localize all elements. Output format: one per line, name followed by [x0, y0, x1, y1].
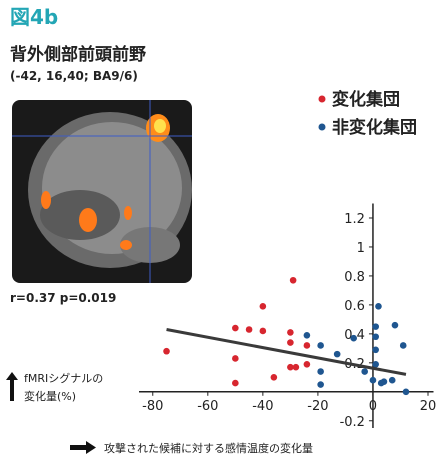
- stats: r=0.37 p=0.019: [10, 291, 116, 305]
- x-tick-label: 0: [369, 399, 377, 414]
- x-tick-label: -40: [252, 399, 273, 414]
- point: [372, 360, 380, 368]
- y-tick-label: 1.2: [344, 212, 365, 227]
- brain-image: [12, 100, 192, 283]
- x-axis-arrow: [70, 441, 96, 454]
- x-tick-label: -80: [142, 399, 163, 414]
- point: [372, 333, 380, 341]
- point: [369, 376, 377, 384]
- y-tick-label: 0.8: [344, 270, 365, 285]
- point: [270, 374, 278, 381]
- y-axis-label: fMRIシグナルの: [24, 371, 103, 385]
- x-tick-label: 20: [420, 399, 437, 414]
- point: [388, 376, 396, 384]
- y-tick-label: 1: [357, 241, 365, 256]
- point: [287, 339, 294, 346]
- point: [317, 381, 324, 388]
- point: [287, 363, 294, 371]
- point: [163, 347, 170, 355]
- point: [361, 368, 368, 375]
- point: [380, 378, 388, 385]
- point: [317, 368, 324, 375]
- point: [289, 276, 297, 284]
- point: [399, 342, 407, 349]
- point: [372, 323, 380, 330]
- legend-marker: [318, 95, 326, 103]
- x-axis-label: 攻撃された候補に対する感情温度の変化量: [104, 441, 313, 455]
- point: [317, 342, 324, 349]
- point: [232, 324, 239, 332]
- trendline: [166, 328, 407, 376]
- point: [245, 326, 253, 333]
- point: [232, 355, 239, 362]
- point: [303, 332, 311, 339]
- legend-marker: [318, 123, 326, 131]
- point: [391, 321, 399, 329]
- legend-label: 変化集団: [332, 89, 400, 110]
- figure-label: 図4b: [10, 5, 58, 29]
- point: [232, 379, 239, 387]
- point: [402, 388, 410, 396]
- point: [375, 303, 382, 310]
- region-title: 背外側部前頭前野: [10, 44, 146, 65]
- point: [292, 363, 300, 371]
- point: [287, 329, 294, 336]
- coordinates: (-42, 16,40; BA9/6): [10, 69, 138, 83]
- point: [303, 342, 311, 349]
- point: [350, 334, 357, 342]
- point: [372, 346, 380, 354]
- y-axis-label: 変化量(%): [24, 389, 76, 403]
- x-tick-label: -60: [197, 399, 218, 414]
- point: [333, 350, 341, 358]
- legend-label: 非変化集団: [332, 117, 417, 138]
- y-axis-arrow: [6, 372, 18, 401]
- point: [259, 327, 267, 335]
- y-tick-label: -0.2: [340, 415, 365, 430]
- y-tick-label: 0.6: [344, 299, 365, 314]
- x-tick-label: -20: [307, 399, 328, 414]
- point: [259, 303, 267, 310]
- point: [303, 360, 311, 368]
